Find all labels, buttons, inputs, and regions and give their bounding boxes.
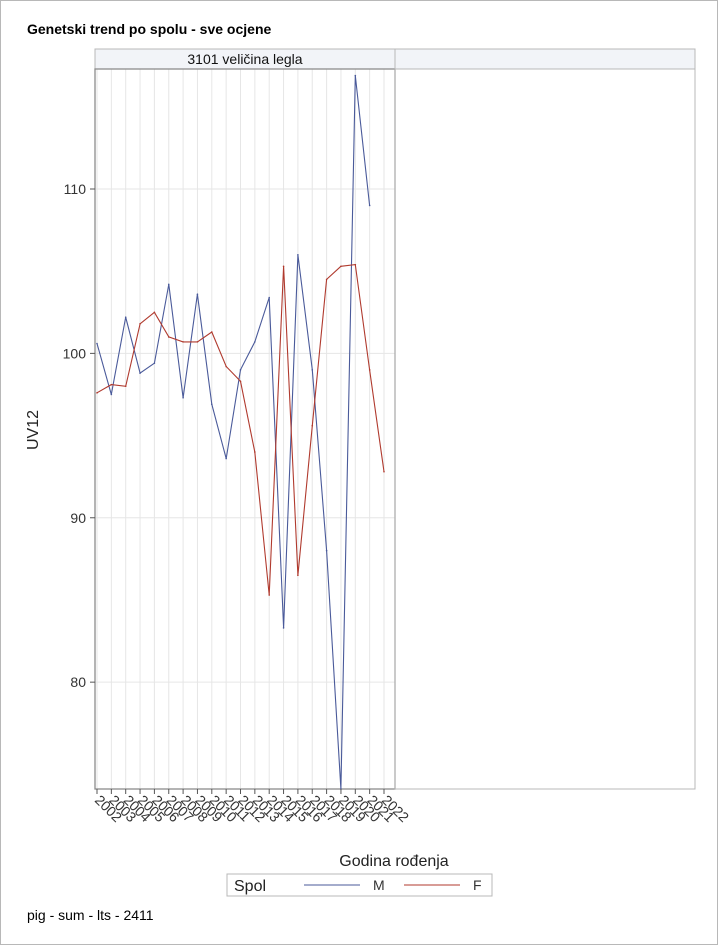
legend-label-m: M (373, 877, 385, 893)
data-point-M-2012 (239, 369, 242, 371)
data-point-F-2006 (153, 311, 156, 314)
data-point-F-2004 (124, 385, 127, 388)
data-point-M-2005 (139, 372, 141, 374)
data-point-F-2010 (211, 331, 213, 333)
data-point-M-2010 (211, 403, 213, 406)
y-tick-label-80: 80 (70, 674, 86, 690)
data-point-F-2003 (110, 383, 113, 386)
data-point-M-2009 (196, 293, 199, 296)
data-point-M-2007 (167, 283, 170, 286)
chart-title: Genetski trend po spolu - sve ocjene (27, 21, 272, 37)
data-point-F-2015 (282, 265, 285, 268)
data-point-M-2016 (297, 253, 299, 256)
data-point-F-2013 (254, 451, 256, 453)
data-point-M-2020 (354, 74, 357, 77)
data-point-M-2008 (182, 396, 184, 399)
data-point-M-2004 (124, 316, 127, 319)
data-point-F-2011 (225, 365, 227, 368)
data-point-F-2019 (340, 265, 342, 268)
y-tick-label-110: 110 (64, 181, 87, 197)
data-point-M-2006 (153, 362, 156, 365)
legend: Spol M F (226, 873, 493, 897)
data-point-M-2002 (96, 342, 98, 345)
grid-layer (95, 69, 395, 789)
data-point-F-2007 (167, 336, 170, 338)
data-point-F-2018 (325, 278, 328, 281)
series-line-M (96, 75, 371, 790)
data-point-F-2012 (239, 380, 242, 383)
legend-title: Spol (234, 878, 266, 895)
data-point-M-2011 (225, 457, 227, 460)
data-point-F-2017 (311, 424, 314, 427)
panel-layer: 3101 veličina legla (94, 48, 696, 790)
panel-header-2 (394, 48, 696, 70)
data-point-M-2017 (311, 369, 314, 371)
panel-header-label-1: 3101 veličina legla (187, 51, 302, 67)
y-axis-label: UV12 (25, 410, 42, 450)
data-point-F-2002 (96, 392, 98, 394)
data-point-F-2014 (268, 594, 271, 596)
data-point-F-2022 (383, 470, 385, 473)
footnote: pig - sum - lts - 2411 (27, 907, 154, 923)
data-point-F-2016 (297, 574, 299, 577)
data-point-F-2005 (139, 322, 141, 325)
data-point-F-2020 (354, 263, 357, 266)
data-point-M-2015 (282, 627, 285, 629)
data-point-F-2008 (182, 341, 184, 343)
panel-frame-2 (394, 68, 696, 790)
axis-layer: 8090100110200220032004200520062007200820… (63, 181, 413, 825)
series-layer (96, 74, 385, 790)
legend-label-f: F (473, 877, 482, 893)
data-point-M-2003 (110, 393, 113, 396)
data-point-M-2014 (268, 296, 271, 299)
data-point-M-2013 (254, 341, 256, 343)
data-point-F-2009 (196, 341, 199, 343)
data-point-F-2021 (368, 369, 371, 371)
x-axis-label: Godina rođenja (339, 853, 449, 870)
data-point-M-2021 (368, 204, 371, 207)
data-point-M-2018 (325, 549, 328, 552)
y-tick-label-90: 90 (70, 510, 86, 526)
y-tick-label-100: 100 (63, 345, 87, 361)
